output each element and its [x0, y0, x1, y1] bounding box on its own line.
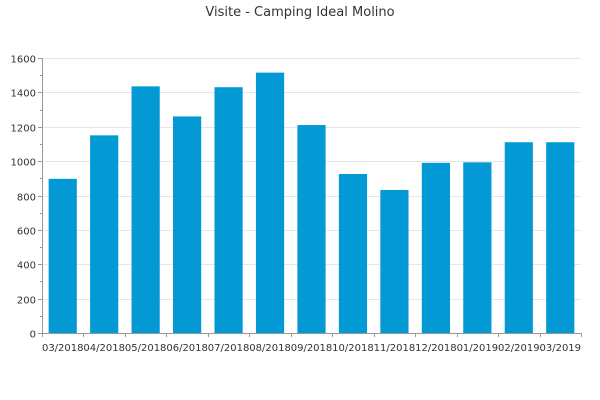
x-tick-label: 01/2019: [457, 343, 499, 354]
bar-03-2019: [546, 142, 575, 333]
bar-07-2018: [214, 87, 243, 333]
x-tick-label: 10/2018: [332, 343, 374, 354]
bar-02-2019: [504, 142, 533, 333]
y-tick-label: 1000: [11, 158, 36, 169]
y-tick-label: 1600: [11, 55, 36, 66]
x-tick-label: 04/2018: [83, 343, 125, 354]
bar-04-2018: [90, 135, 119, 333]
x-tick-labels: 03/2018 04/2018 05/2018 06/2018 07/2018 08/20…: [42, 343, 581, 354]
bar-09-2018: [297, 125, 326, 333]
y-tick-label: 600: [17, 227, 36, 238]
x-tick-label: 02/2019: [498, 343, 540, 354]
chart-title: Visite - Camping Ideal Molino: [205, 5, 394, 20]
x-tick-label: 11/2018: [374, 343, 416, 354]
x-tick-label: 05/2018: [125, 343, 167, 354]
x-tick-label: 03/2018: [42, 343, 84, 354]
x-tick-label: 08/2018: [249, 343, 291, 354]
bars: [48, 72, 575, 334]
bar-03-2018: [48, 178, 77, 333]
y-tick-label: 800: [17, 193, 36, 204]
y-tick-label: 1200: [11, 124, 36, 135]
bar-10-2018: [338, 174, 368, 333]
y-tick-labels: 0 200 400 600 800 1000 1200 1400 1600: [11, 55, 36, 341]
y-tick-label: 0: [30, 330, 36, 341]
bar-08-2018: [255, 72, 285, 334]
x-tick-label: 06/2018: [166, 343, 208, 354]
bar-06-2018: [173, 116, 202, 333]
axes: [38, 58, 582, 337]
x-tick-label: 03/2019: [539, 343, 581, 354]
x-tick-label: 07/2018: [208, 343, 250, 354]
bar-11-2018: [380, 190, 409, 333]
y-tick-label: 200: [17, 296, 36, 307]
bar-01-2019: [463, 162, 492, 333]
y-tick-label: 1400: [11, 89, 36, 100]
y-tick-label: 400: [17, 261, 36, 272]
bar-05-2018: [131, 86, 160, 333]
bar-12-2018: [421, 162, 450, 333]
x-tick-label: 12/2018: [415, 343, 457, 354]
x-tick-label: 09/2018: [291, 343, 333, 354]
